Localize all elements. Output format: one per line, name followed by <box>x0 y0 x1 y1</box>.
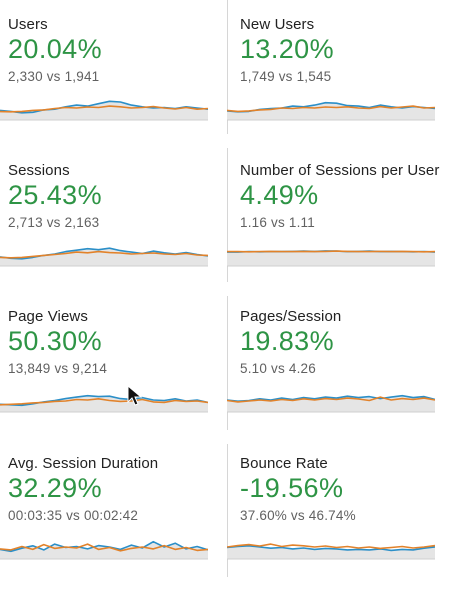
sparkline-area <box>227 545 435 559</box>
metric-card-page-views[interactable]: Page Views 50.30% 13,849 vs 9,214 <box>0 308 222 450</box>
metric-card-bounce-rate[interactable]: Bounce Rate -19.56% 37.60% vs 46.74% <box>227 455 449 597</box>
metric-comparison: 5.10 vs 4.26 <box>240 361 316 376</box>
metric-card-new-users[interactable]: New Users 13.20% 1,749 vs 1,545 <box>227 16 449 158</box>
metric-change: 50.30% <box>8 326 102 356</box>
metrics-grid: Users 20.04% 2,330 vs 1,941 New Users 13… <box>0 0 449 577</box>
metric-name: Users <box>8 16 48 33</box>
sparkline-current-line <box>227 545 435 552</box>
metric-change: 19.83% <box>240 326 334 356</box>
metric-card-avg-session-duration[interactable]: Avg. Session Duration 32.29% 00:03:35 vs… <box>0 455 222 597</box>
mouse-pointer-icon <box>127 385 143 406</box>
sparkline-area <box>227 250 435 266</box>
metric-comparison: 2,713 vs 2,163 <box>8 215 100 230</box>
divider <box>227 148 228 282</box>
sparkline-chart <box>227 250 435 267</box>
sparkline-area <box>227 102 435 120</box>
metric-change: 4.49% <box>240 180 319 210</box>
sparkline-previous-line <box>0 398 208 406</box>
metric-card-users[interactable]: Users 20.04% 2,330 vs 1,941 <box>0 16 222 158</box>
sparkline-previous-line <box>227 396 435 403</box>
metric-name: Page Views <box>8 308 88 325</box>
sparkline-previous-line <box>0 250 208 259</box>
sparkline-previous-line <box>0 105 208 113</box>
metric-card-sessions[interactable]: Sessions 25.43% 2,713 vs 2,163 <box>0 162 222 304</box>
metric-name: Pages/Session <box>240 308 342 325</box>
sparkline-chart <box>227 394 435 413</box>
divider <box>227 0 228 134</box>
metric-comparison: 1.16 vs 1.11 <box>240 215 315 230</box>
metric-comparison: 13,849 vs 9,214 <box>8 361 108 376</box>
metric-change: 13.20% <box>240 34 334 64</box>
sparkline-current-line <box>0 540 208 553</box>
metric-comparison: 2,330 vs 1,941 <box>8 69 100 84</box>
metric-change: 25.43% <box>8 180 102 210</box>
metric-change: -19.56% <box>240 473 344 503</box>
sparkline-chart <box>227 543 435 560</box>
metric-card-sessions-per-user[interactable]: Number of Sessions per User 4.49% 1.16 v… <box>227 162 449 304</box>
divider <box>227 444 228 577</box>
metric-comparison: 37.60% vs 46.74% <box>240 508 356 523</box>
metric-name: Bounce Rate <box>240 455 328 472</box>
sparkline-chart <box>0 100 208 121</box>
sparkline-previous-line <box>227 543 435 550</box>
metric-card-pages-per-session[interactable]: Pages/Session 19.83% 5.10 vs 4.26 <box>227 308 449 450</box>
sparkline-previous-line <box>0 543 208 552</box>
metric-comparison: 1,749 vs 1,545 <box>240 69 332 84</box>
metric-comparison: 00:03:35 vs 00:02:42 <box>8 508 139 523</box>
sparkline-previous-line <box>227 105 435 113</box>
metric-name: New Users <box>240 16 315 33</box>
sparkline-current-line <box>227 394 435 403</box>
sparkline-area <box>0 101 208 120</box>
metric-change: 32.29% <box>8 473 102 503</box>
sparkline-chart <box>0 540 208 560</box>
sparkline-chart <box>227 101 435 121</box>
sparkline-chart <box>0 394 208 413</box>
sparkline-area <box>0 395 208 412</box>
metric-name: Avg. Session Duration <box>8 455 159 472</box>
sparkline-chart <box>0 247 208 267</box>
sparkline-previous-line <box>227 250 435 253</box>
divider <box>227 296 228 430</box>
metric-change: 20.04% <box>8 34 102 64</box>
metric-name: Number of Sessions per User <box>240 162 440 179</box>
metric-name: Sessions <box>8 162 70 179</box>
